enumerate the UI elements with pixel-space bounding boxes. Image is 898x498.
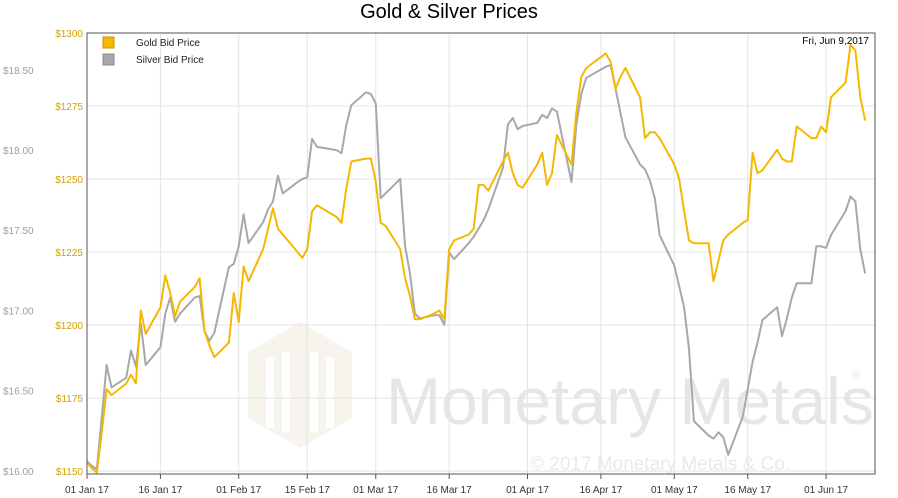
y-tick-gold: $1150	[56, 467, 84, 478]
legend-label-gold: Gold Bid Price	[136, 38, 200, 49]
series-layer	[86, 43, 867, 474]
y-tick-silver: $16.50	[3, 387, 34, 398]
legend: Gold Bid Price Silver Bid Price	[102, 36, 204, 66]
watermark-registered: ®	[852, 369, 860, 381]
y-tick-silver: $17.50	[3, 226, 34, 237]
chart-title: Gold & Silver Prices	[360, 1, 538, 23]
watermark: Monetary Metals ® © 2017 Monetary Metals…	[248, 322, 874, 475]
x-tick-label: 16 Apr 17	[580, 485, 623, 496]
legend-swatch-gold	[102, 36, 115, 49]
y-tick-gold: $1175	[56, 394, 84, 405]
y-tick-gold: $1300	[55, 29, 83, 40]
x-tick-label: 01 Apr 17	[506, 485, 549, 496]
y-tick-silver: $16.00	[3, 467, 34, 478]
y-tick-silver: $18.50	[3, 66, 34, 77]
x-tick-label: 01 Jun 17	[804, 485, 848, 496]
y-tick-silver: $18.00	[3, 146, 34, 157]
plot-frame	[86, 32, 876, 475]
y-axis-gold: $1150 $1175 $1200 $1225 $1250 $1275 $1300	[55, 29, 83, 478]
y-tick-gold: $1225	[55, 248, 83, 259]
y-tick-gold: $1275	[55, 102, 83, 113]
x-axis: 01 Jan 17 16 Jan 17 01 Feb 17 15 Feb 17 01 M…	[65, 474, 848, 496]
x-tick-label: 16 Jan 17	[138, 485, 182, 496]
y-tick-gold: $1250	[55, 175, 83, 186]
x-tick-label: 16 May 17	[724, 485, 771, 496]
watermark-logo-icon	[248, 322, 352, 448]
grid	[86, 32, 875, 474]
y-tick-gold: $1200	[55, 321, 83, 332]
series-line-gold	[86, 43, 867, 474]
watermark-brand: Monetary Metals	[386, 364, 874, 438]
legend-label-silver: Silver Bid Price	[136, 55, 204, 66]
y-axis-silver: $16.00 $16.50 $17.00 $17.50 $18.00 $18.50	[3, 66, 34, 478]
watermark-copyright: © 2017 Monetary Metals & Co.	[530, 454, 790, 475]
legend-swatch-silver	[102, 53, 115, 66]
x-tick-label: 01 May 17	[651, 485, 698, 496]
y-tick-silver: $17.00	[3, 306, 34, 317]
series-line-silver	[86, 64, 867, 471]
date-label: Fri, Jun 9,2017	[802, 36, 869, 47]
x-tick-label: 01 Mar 17	[353, 485, 398, 496]
x-tick-label: 01 Jan 17	[65, 485, 109, 496]
x-tick-label: 01 Feb 17	[216, 485, 261, 496]
x-tick-label: 15 Feb 17	[285, 485, 330, 496]
x-tick-label: 16 Mar 17	[427, 485, 472, 496]
